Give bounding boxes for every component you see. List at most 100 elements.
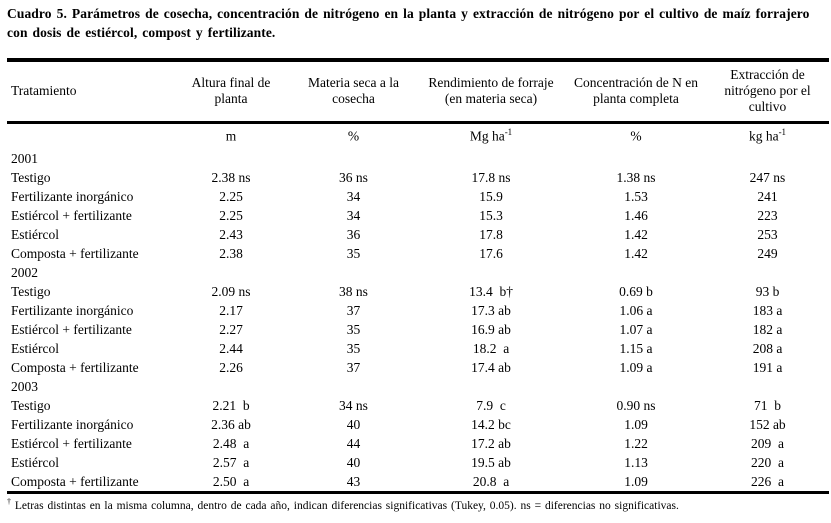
value-cell: 40 <box>346 454 361 470</box>
value-cell: 1.38 ns <box>616 169 656 185</box>
table-row: Testigo 2.38 ns 36 ns 17.8 ns 1.38 ns 247 ns <box>7 168 829 187</box>
value-cell: 1.09 <box>624 473 648 489</box>
units-row: m % Mg ha-1 % kg ha-1 <box>7 123 829 149</box>
value-cell: 183 a <box>752 302 783 318</box>
value-cell: 208 a <box>752 340 783 356</box>
value-cell: 40 <box>346 416 361 432</box>
table-caption: Cuadro 5. Parámetros de cosecha, concent… <box>7 6 810 40</box>
value-cell: 2.43 <box>219 226 243 242</box>
year-label: 2003 <box>11 378 38 394</box>
table-row: Composta + fertilizante 2.50 a 43 20.8 a 1.0… <box>7 472 829 493</box>
table-body: 2001 Testigo 2.38 ns 36 ns 17.8 ns 1.38 ns 247… <box>7 149 829 493</box>
value-cell: 1.42 <box>624 226 648 242</box>
value-cell: 2.38 <box>219 245 243 261</box>
value-cell: 209 a <box>751 435 784 451</box>
value-cell: 17.4 ab <box>471 359 511 375</box>
value-cell: 44 <box>346 435 361 451</box>
treatment-cell: Estiércol + fertilizante <box>11 207 132 223</box>
value-cell: 2.26 <box>219 359 243 375</box>
footnote: † Letras distintas en la misma columna, … <box>7 497 827 514</box>
value-cell: 2.50 a <box>212 473 250 489</box>
value-cell: 35 <box>346 321 361 337</box>
value-cell: 249 <box>757 245 778 261</box>
value-cell: 34 <box>346 188 361 204</box>
treatment-cell: Estiércol <box>11 226 59 242</box>
value-cell: 1.06 a <box>619 302 653 318</box>
year-label: 2002 <box>11 264 38 280</box>
value-cell: 35 <box>346 340 361 356</box>
footnote-text: Letras distintas en la misma columna, de… <box>11 499 679 512</box>
value-cell: 0.90 ns <box>616 397 656 413</box>
value-cell: 15.3 <box>479 207 503 223</box>
column-header-materia-seca: Materia seca a la cosecha <box>291 57 416 125</box>
table-row: Estiércol + fertilizante 2.25 34 15.3 1.46 22… <box>7 206 829 225</box>
value-cell: 14.2 bc <box>471 416 511 432</box>
table-row: Composta + fertilizante 2.38 35 17.6 1.42 249 <box>7 244 829 263</box>
value-cell: 17.2 ab <box>471 435 511 451</box>
unit-m: m <box>225 128 237 144</box>
value-cell: 2.25 <box>219 207 243 223</box>
table-row: Estiércol 2.43 36 17.8 1.42 253 <box>7 225 829 244</box>
treatment-cell: Estiércol + fertilizante <box>11 435 132 451</box>
value-cell: 1.09 <box>624 416 648 432</box>
value-cell: 2.09 ns <box>211 283 251 299</box>
treatment-cell: Testigo <box>11 283 51 299</box>
column-header-rendimiento: Rendimiento de forraje (en materia seca) <box>416 57 566 125</box>
column-header-tratamiento: Tratamiento <box>7 57 171 125</box>
table-row: Composta + fertilizante 2.26 37 17.4 ab 1.09… <box>7 358 829 377</box>
column-header-altura: Altura final de planta <box>171 57 291 125</box>
column-header-extraccion: Extracción de nitrógeno por el cultivo <box>706 57 829 125</box>
value-cell: 191 a <box>752 359 783 375</box>
value-cell: 2.38 ns <box>211 169 251 185</box>
value-cell: 2.44 <box>219 340 243 356</box>
value-cell: 2.21 b <box>212 397 250 413</box>
table-row: Estiércol 2.57 a 40 19.5 ab 1.13 220 a <box>7 453 829 472</box>
value-cell: 2.27 <box>219 321 243 337</box>
value-cell: 241 <box>757 188 778 204</box>
value-cell: 16.9 ab <box>471 321 511 337</box>
value-cell: 19.5 ab <box>471 454 511 470</box>
header-row: Tratamiento Altura final de planta Mater… <box>7 57 829 125</box>
treatment-cell: Fertilizante inorgánico <box>11 188 134 204</box>
value-cell: 71 b <box>754 397 781 413</box>
year-label: 2001 <box>11 150 38 166</box>
value-cell: 2.57 a <box>212 454 250 470</box>
value-cell: 13.4 b† <box>469 283 513 299</box>
value-cell: 17.6 <box>479 245 503 261</box>
year-row: 2001 <box>7 149 829 168</box>
value-cell: 17.8 ns <box>471 169 511 185</box>
value-cell: 1.46 <box>624 207 648 223</box>
unit-percent-n: % <box>630 128 642 144</box>
column-header-concentracion: Concentración de N en planta completa <box>566 57 706 125</box>
value-cell: 7.9 c <box>476 397 506 413</box>
value-cell: 1.42 <box>624 245 648 261</box>
dagger-marker: † <box>7 496 11 506</box>
value-cell: 43 <box>346 473 361 489</box>
treatment-cell: Composta + fertilizante <box>11 245 139 261</box>
value-cell: 1.07 a <box>619 321 653 337</box>
value-cell: 2.17 <box>219 302 243 318</box>
value-cell: 37 <box>346 359 361 375</box>
value-cell: 1.15 a <box>619 340 653 356</box>
table-row: Fertilizante inorgánico 2.17 37 17.3 ab 1.06… <box>7 301 829 320</box>
value-cell: 1.22 <box>624 435 648 451</box>
value-cell: 34 <box>346 207 361 223</box>
value-cell: 37 <box>346 302 361 318</box>
table-row: Fertilizante inorgánico 2.25 34 15.9 1.53 241 <box>7 187 829 206</box>
treatment-cell: Estiércol <box>11 340 59 356</box>
unit-mg-ha: Mg ha-1 <box>469 127 513 144</box>
year-row: 2002 <box>7 263 829 282</box>
value-cell: 17.8 <box>479 226 503 242</box>
treatment-cell: Composta + fertilizante <box>11 473 139 489</box>
value-cell: 15.9 <box>479 188 503 204</box>
value-cell: 38 ns <box>339 283 368 299</box>
value-cell: 35 <box>346 245 361 261</box>
value-cell: 18.2 a <box>472 340 510 356</box>
value-cell: 93 b <box>755 283 780 299</box>
treatment-cell: Testigo <box>11 397 51 413</box>
value-cell: 253 <box>757 226 778 242</box>
treatment-cell: Testigo <box>11 169 51 185</box>
table-row: Testigo 2.09 ns 38 ns 13.4 b† 0.69 b 93 b <box>7 282 829 301</box>
value-cell: 2.48 a <box>212 435 250 451</box>
